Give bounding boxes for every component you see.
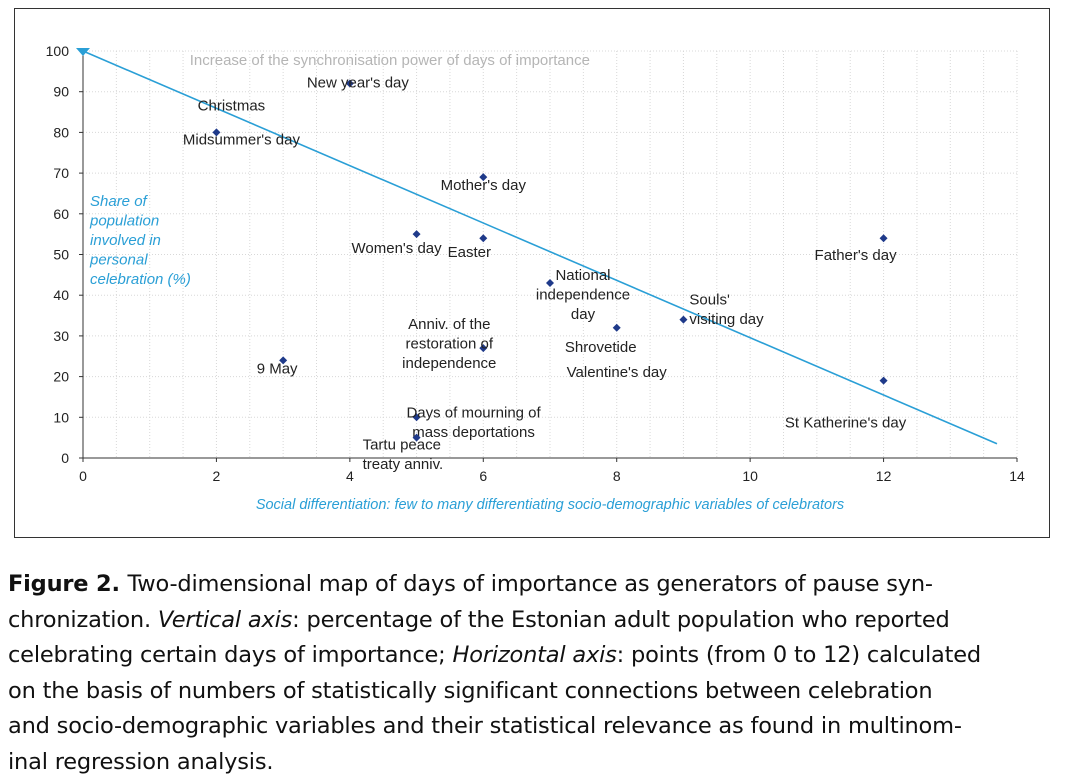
data-label: visiting day bbox=[689, 311, 764, 328]
caption-line: Figure 2. Two-dimensional map of days of… bbox=[8, 567, 1078, 603]
data-label: St Katherine's day bbox=[785, 415, 907, 432]
data-point bbox=[345, 79, 354, 88]
x-tick-label: 4 bbox=[346, 468, 354, 484]
caption-line: chronization. Vertical axis: percentage … bbox=[8, 603, 1078, 639]
caption-line: on the basis of numbers of statistically… bbox=[8, 674, 1078, 710]
data-point bbox=[479, 234, 488, 243]
y-axis-label-line: population bbox=[89, 213, 159, 230]
caption-text: on the basis of numbers of statistically… bbox=[8, 677, 933, 704]
y-tick-label: 90 bbox=[53, 84, 69, 100]
y-axis-label-line: celebration (%) bbox=[90, 271, 191, 288]
caption-text: : percentage of the Estonian adult popul… bbox=[292, 606, 950, 633]
x-tick-label: 10 bbox=[742, 468, 758, 484]
caption-axis-term: Horizontal axis bbox=[452, 642, 617, 668]
data-point bbox=[412, 413, 421, 422]
x-tick-label: 0 bbox=[79, 468, 87, 484]
x-tick-label: 12 bbox=[876, 468, 892, 484]
y-axis-label-line: involved in bbox=[90, 232, 161, 249]
data-point bbox=[679, 315, 688, 324]
y-tick-label: 60 bbox=[53, 206, 69, 222]
data-point bbox=[479, 173, 488, 182]
data-label: restoration of bbox=[406, 336, 494, 353]
y-tick-label: 30 bbox=[53, 328, 69, 344]
caption-line: and socio-demographic variables and thei… bbox=[8, 709, 1078, 745]
data-point bbox=[412, 433, 421, 442]
data-label: Shrovetide bbox=[565, 339, 637, 356]
y-tick-label: 40 bbox=[53, 287, 69, 303]
caption-figure-label: Figure 2. bbox=[8, 571, 128, 597]
data-label: Souls' bbox=[689, 292, 730, 309]
y-tick-label: 80 bbox=[53, 124, 69, 140]
data-label: independence bbox=[402, 355, 496, 372]
caption-line: inal regression analysis. bbox=[8, 745, 1078, 781]
y-tick-label: 100 bbox=[46, 43, 70, 59]
data-label: Christmas bbox=[198, 97, 266, 114]
data-label: Easter bbox=[448, 244, 491, 261]
data-label: mass deportations bbox=[412, 424, 535, 441]
x-tick-label: 8 bbox=[613, 468, 621, 484]
caption-text: chronization. bbox=[8, 606, 158, 633]
scatter-chart: 0 10 20 30 40 50 60 70 80 90 100 0 2 4 6 8 10 12 14 Increas… bbox=[46, 43, 1025, 513]
x-tick-label: 14 bbox=[1009, 468, 1025, 484]
y-axis-label-line: personal bbox=[89, 252, 148, 269]
data-label: Anniv. of the bbox=[408, 316, 490, 333]
caption-text: and socio-demographic variables and thei… bbox=[8, 713, 962, 739]
data-label: New year's day bbox=[307, 75, 410, 92]
data-label: Father's day bbox=[815, 247, 898, 264]
caption-text: Two-dimensional map of days of importanc… bbox=[127, 571, 933, 597]
data-point bbox=[479, 344, 488, 353]
data-label: Midsummer's day bbox=[183, 131, 301, 148]
data-point bbox=[212, 128, 221, 137]
trendline bbox=[82, 50, 998, 445]
data-label: independence bbox=[536, 286, 630, 303]
y-tick-label: 20 bbox=[53, 369, 69, 385]
data-label: 9 May bbox=[257, 360, 298, 377]
data-label: Women's day bbox=[352, 240, 443, 257]
caption-text: inal regression analysis. bbox=[8, 748, 274, 775]
data-label: Days of mourning of bbox=[406, 404, 541, 421]
trendline-start-marker bbox=[76, 48, 90, 56]
data-label: Mother's day bbox=[441, 177, 527, 194]
data-point bbox=[279, 356, 288, 365]
x-tick-label: 2 bbox=[213, 468, 221, 484]
y-tick-label: 10 bbox=[53, 409, 69, 425]
caption-axis-term: Vertical axis bbox=[157, 606, 293, 633]
data-label: day bbox=[571, 306, 596, 323]
data-label: Tartu peace bbox=[363, 437, 441, 454]
data-label: treaty anniv. bbox=[363, 456, 444, 473]
chart-frame: 0 10 20 30 40 50 60 70 80 90 100 0 2 4 6 8 10 12 14 Increas… bbox=[14, 8, 1050, 538]
figure-caption: Figure 2. Two-dimensional map of days of… bbox=[8, 567, 1078, 780]
data-point bbox=[612, 323, 621, 332]
caption-line: celebrating certain days of importance; … bbox=[8, 638, 1078, 674]
data-point bbox=[879, 234, 888, 243]
y-tick-label: 50 bbox=[53, 247, 69, 263]
x-axis-label: Social differentiation: few to many diff… bbox=[256, 497, 844, 513]
y-axis-label-line: Share of bbox=[90, 193, 149, 210]
data-point bbox=[546, 278, 554, 287]
data-label: National bbox=[555, 267, 610, 284]
data-point bbox=[879, 376, 888, 385]
caption-text: : points (from 0 to 12) calculated bbox=[616, 642, 981, 668]
caption-text: celebrating certain days of importance; bbox=[8, 642, 453, 668]
y-tick-label: 0 bbox=[61, 450, 69, 466]
data-point bbox=[412, 230, 421, 239]
chart-title: Increase of the synchronisation power of… bbox=[190, 52, 590, 69]
data-label: Valentine's day bbox=[567, 364, 668, 381]
y-tick-label: 70 bbox=[53, 165, 69, 181]
x-tick-label: 6 bbox=[479, 468, 487, 484]
